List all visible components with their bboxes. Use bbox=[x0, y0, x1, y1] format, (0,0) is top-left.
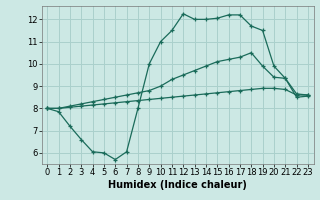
X-axis label: Humidex (Indice chaleur): Humidex (Indice chaleur) bbox=[108, 180, 247, 190]
